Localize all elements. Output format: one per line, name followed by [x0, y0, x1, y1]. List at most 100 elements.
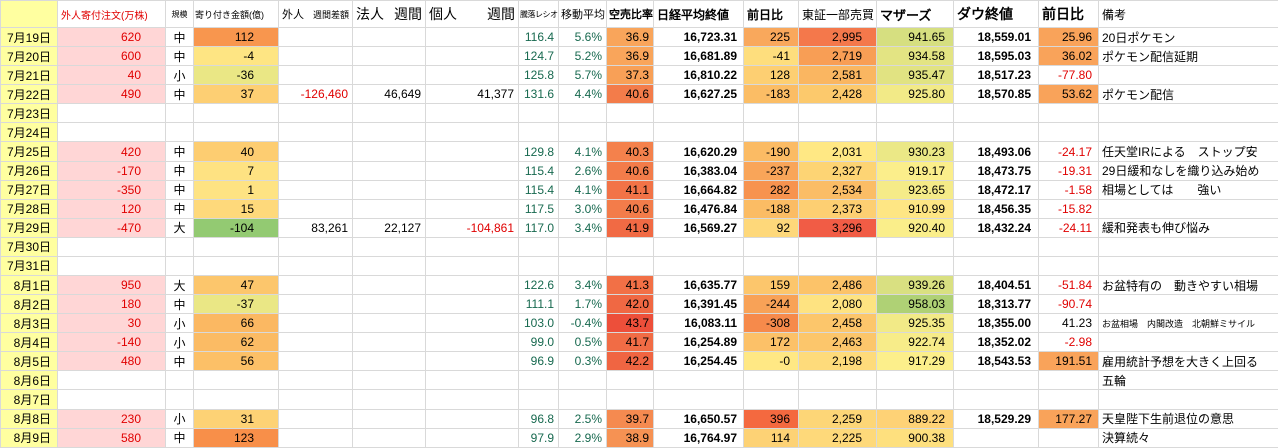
cell-amount[interactable]: -104	[193, 217, 279, 238]
cell-ma[interactable]	[558, 389, 607, 410]
cell-size[interactable]	[165, 103, 194, 124]
cell-nikkei[interactable]: 16,723.31	[653, 26, 744, 48]
cell-dchg[interactable]	[1038, 255, 1099, 277]
cell-dchg[interactable]: 36.02	[1038, 46, 1099, 67]
cell-nchg[interactable]: -237	[743, 160, 799, 181]
cell-ma[interactable]	[558, 370, 607, 391]
cell-nikkei[interactable]: 16,635.77	[653, 275, 744, 296]
col-header-foreign-orders[interactable]: 外人寄付注文(万株)	[57, 0, 166, 28]
cell-dow[interactable]: 18,432.24	[953, 217, 1039, 238]
cell-iweek[interactable]	[425, 46, 519, 67]
cell-fweek[interactable]	[278, 275, 353, 296]
cell-ma[interactable]: 1.7%	[558, 294, 607, 315]
cell-ratio[interactable]	[518, 370, 559, 391]
cell-ratio[interactable]: 115.4	[518, 179, 559, 200]
cell-remark[interactable]: 20日ポケモン	[1098, 26, 1278, 48]
cell-size[interactable]	[165, 236, 194, 257]
cell-nikkei[interactable]	[653, 370, 744, 391]
cell-mothers[interactable]: 935.47	[876, 65, 954, 86]
cell-nchg[interactable]: -0	[743, 351, 799, 372]
cell-remark[interactable]	[1098, 65, 1278, 86]
cell-foreign[interactable]	[57, 389, 166, 410]
cell-short[interactable]	[606, 255, 654, 277]
cell-short[interactable]: 42.2	[606, 351, 654, 372]
cell-iweek[interactable]: -104,861	[425, 217, 519, 238]
cell-remark[interactable]	[1098, 255, 1278, 277]
cell-tse[interactable]: 2,373	[798, 198, 877, 219]
cell-cweek[interactable]	[352, 198, 426, 219]
cell-dow[interactable]: 18,355.00	[953, 313, 1039, 334]
cell-foreign[interactable]: 40	[57, 65, 166, 86]
cell-remark[interactable]: 任天堂IRによる ストップ安	[1098, 141, 1278, 162]
cell-short[interactable]	[606, 389, 654, 410]
cell-nchg[interactable]: -190	[743, 141, 799, 162]
cell-cweek[interactable]	[352, 275, 426, 296]
cell-fweek[interactable]	[278, 198, 353, 219]
cell-remark[interactable]	[1098, 122, 1278, 143]
cell-nikkei[interactable]: 16,810.22	[653, 65, 744, 86]
cell-ratio[interactable]	[518, 103, 559, 124]
cell-fweek[interactable]	[278, 427, 353, 448]
cell-nchg[interactable]	[743, 389, 799, 410]
cell-ma[interactable]	[558, 236, 607, 257]
cell-short[interactable]: 41.3	[606, 275, 654, 296]
cell-date[interactable]: 8月2日	[0, 294, 58, 315]
cell-amount[interactable]: 123	[193, 427, 279, 448]
cell-amount[interactable]: 31	[193, 408, 279, 429]
cell-tse[interactable]	[798, 255, 877, 277]
cell-remark[interactable]: 緩和発表も伸び悩み	[1098, 217, 1278, 238]
cell-amount[interactable]: -37	[193, 294, 279, 315]
cell-date[interactable]: 7月26日	[0, 160, 58, 181]
cell-date[interactable]: 8月7日	[0, 389, 58, 410]
cell-amount[interactable]: 37	[193, 84, 279, 105]
cell-iweek[interactable]	[425, 332, 519, 353]
col-header-open-amount[interactable]: 寄り付き金額(億)	[193, 0, 279, 28]
cell-nikkei[interactable]: 16,650.57	[653, 408, 744, 429]
cell-dchg[interactable]	[1038, 103, 1099, 124]
cell-fweek[interactable]	[278, 65, 353, 86]
col-header-moving-average[interactable]: 移動平均	[558, 0, 607, 28]
cell-short[interactable]: 38.9	[606, 427, 654, 448]
cell-tse[interactable]: 2,486	[798, 275, 877, 296]
cell-short[interactable]	[606, 103, 654, 124]
cell-fweek[interactable]	[278, 370, 353, 391]
cell-short[interactable]	[606, 122, 654, 143]
cell-tse[interactable]	[798, 103, 877, 124]
cell-nchg[interactable]	[743, 103, 799, 124]
cell-iweek[interactable]	[425, 408, 519, 429]
col-header-nikkei-change[interactable]: 前日比	[743, 0, 799, 28]
cell-cweek[interactable]	[352, 122, 426, 143]
cell-short[interactable]: 43.7	[606, 313, 654, 334]
cell-foreign[interactable]: 950	[57, 275, 166, 296]
cell-short[interactable]: 40.6	[606, 160, 654, 181]
cell-size[interactable]: 中	[165, 160, 194, 181]
cell-nikkei[interactable]	[653, 389, 744, 410]
cell-ratio[interactable]: 117.5	[518, 198, 559, 219]
cell-nikkei[interactable]: 16,254.89	[653, 332, 744, 353]
cell-nikkei[interactable]	[653, 255, 744, 277]
cell-ma[interactable]: 3.0%	[558, 198, 607, 219]
cell-fweek[interactable]	[278, 313, 353, 334]
cell-short[interactable]: 40.6	[606, 198, 654, 219]
cell-fweek[interactable]: -126,460	[278, 84, 353, 105]
cell-fweek[interactable]: 83,261	[278, 217, 353, 238]
cell-size[interactable]: 中	[165, 198, 194, 219]
cell-tse[interactable]	[798, 389, 877, 410]
cell-size[interactable]: 小	[165, 313, 194, 334]
cell-ratio[interactable]	[518, 122, 559, 143]
cell-dow[interactable]	[953, 370, 1039, 391]
cell-nikkei[interactable]: 16,569.27	[653, 217, 744, 238]
cell-remark[interactable]: お盆特有の 動きやすい相場	[1098, 275, 1278, 296]
cell-ma[interactable]: 0.5%	[558, 332, 607, 353]
cell-mothers[interactable]	[876, 370, 954, 391]
cell-remark[interactable]	[1098, 103, 1278, 124]
cell-dow[interactable]: 18,559.01	[953, 26, 1039, 48]
cell-amount[interactable]: 112	[193, 26, 279, 48]
cell-nikkei[interactable]	[653, 103, 744, 124]
cell-date[interactable]: 7月20日	[0, 46, 58, 67]
cell-mothers[interactable]: 920.40	[876, 217, 954, 238]
cell-nchg[interactable]: 225	[743, 26, 799, 48]
cell-ratio[interactable]: 122.6	[518, 275, 559, 296]
cell-tse[interactable]: 2,259	[798, 408, 877, 429]
cell-amount[interactable]: 1	[193, 179, 279, 200]
